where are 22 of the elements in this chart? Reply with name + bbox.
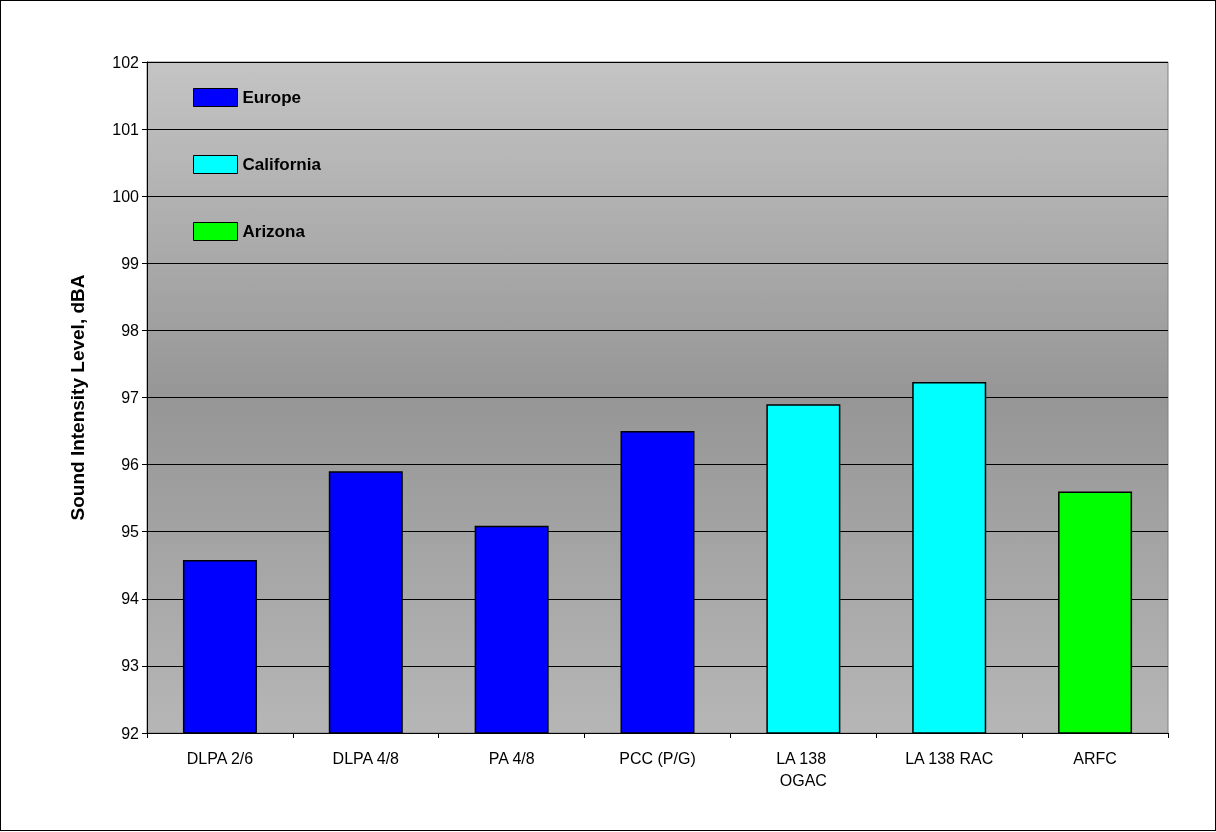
y-tick-label: 97 (121, 389, 140, 406)
y-tick-label: 102 (112, 53, 140, 71)
legend-label: Arizona (242, 222, 306, 241)
y-tick-label: 98 (121, 321, 140, 339)
y-tick-label: 92 (121, 724, 140, 742)
y-tick-label: 94 (121, 590, 140, 608)
y-tick-label: 99 (121, 254, 140, 272)
legend-label: California (242, 155, 322, 174)
y-tick-label: 96 (121, 456, 140, 474)
x-tick-label: PA 4/8 (488, 749, 535, 767)
x-tick-label: ARFC (1073, 749, 1117, 767)
legend-label: Europe (242, 88, 302, 107)
x-tick-label: LA 138 RAC (905, 749, 994, 767)
x-tick-label: DLPA 4/8 (332, 749, 400, 767)
y-axis-title: Sound Intensity Level, dBA (67, 274, 88, 521)
y-tick-label: 101 (112, 120, 140, 138)
x-tick-label: LA 138 OGAC (776, 749, 831, 789)
x-tick-label: DLPA 2/6 (186, 749, 254, 767)
y-tick-label: 95 (121, 523, 140, 541)
x-tick-label: PCC (P/G) (619, 749, 696, 767)
y-tick-label: 100 (112, 187, 140, 205)
y-tick-label: 93 (121, 657, 140, 675)
